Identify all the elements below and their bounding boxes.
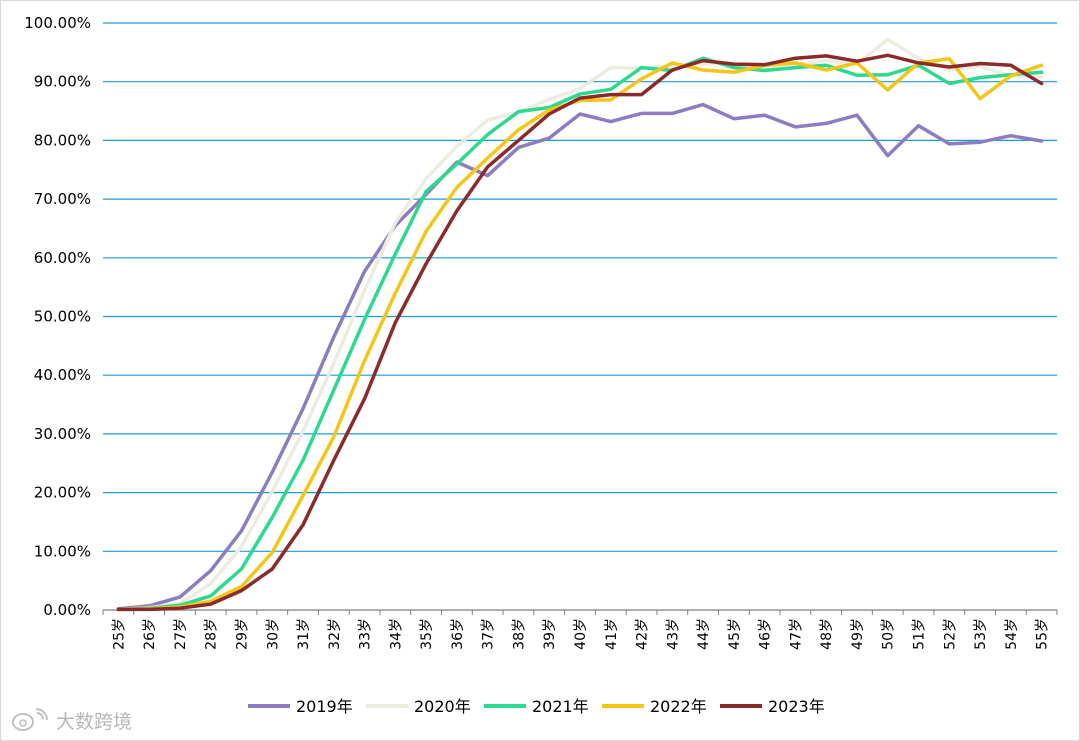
watermark-text: 大数跨境 (56, 710, 133, 733)
legend-label-3: 2021年 (532, 697, 589, 716)
x-tick-label: 34岁 (388, 618, 404, 650)
x-tick-label: 49岁 (850, 618, 866, 650)
x-tick-label: 39岁 (542, 618, 558, 650)
legend-label-5: 2023年 (768, 697, 825, 716)
y-tick-label: 50.00% (34, 308, 91, 326)
x-tick-label: 45岁 (727, 618, 743, 650)
legend-label-4: 2022年 (650, 697, 707, 716)
weibo-logo-icon (12, 708, 48, 731)
y-tick-label: 60.00% (34, 249, 91, 267)
x-tick-label: 30岁 (265, 618, 281, 650)
x-tick-label: 28岁 (204, 618, 220, 650)
x-tick-label: 46岁 (758, 618, 774, 650)
x-tick-label: 44岁 (696, 618, 712, 650)
y-tick-label: 40.00% (34, 366, 91, 384)
x-tick-label: 43岁 (665, 618, 681, 650)
series-line-5 (116, 53, 1044, 612)
y-tick-label: 30.00% (34, 425, 91, 443)
y-tick-label: 100.00% (24, 14, 91, 32)
y-tick-label: 70.00% (34, 190, 91, 208)
x-tick-label: 35岁 (419, 618, 435, 650)
series-line-3 (116, 56, 1044, 612)
x-tick-label: 29岁 (234, 618, 250, 650)
x-tick-label: 47岁 (788, 618, 804, 650)
x-tick-label: 32岁 (327, 618, 343, 650)
y-tick-label: 90.00% (34, 73, 91, 91)
x-tick-label: 27岁 (173, 618, 189, 650)
watermark: 大数跨境 (10, 707, 132, 733)
x-tick-label: 54岁 (1004, 618, 1020, 650)
y-tick-label: 0.00% (43, 601, 91, 619)
legend-label-2: 2020年 (414, 697, 471, 716)
series-line-1 (116, 102, 1044, 611)
x-tick-label: 55岁 (1035, 618, 1051, 650)
legend-label-1: 2019年 (296, 697, 353, 716)
x-tick-label: 37岁 (481, 618, 497, 650)
x-tick-label: 41岁 (604, 618, 620, 650)
x-tick-label: 48岁 (819, 618, 835, 650)
x-tick-label: 26岁 (142, 618, 158, 650)
x-tick-label: 36岁 (450, 618, 466, 650)
x-tick-label: 42岁 (635, 618, 651, 650)
y-tick-label: 20.00% (34, 484, 91, 502)
x-tick-label: 31岁 (296, 618, 312, 650)
x-tick-label: 52岁 (942, 618, 958, 650)
x-tick-label: 53岁 (973, 618, 989, 650)
x-tick-label: 33岁 (358, 618, 374, 650)
x-tick-label: 38岁 (511, 618, 527, 650)
series-line-2 (116, 37, 1044, 612)
x-tick-label: 50岁 (881, 618, 897, 650)
x-tick-label: 51岁 (912, 618, 928, 650)
series-line-4 (116, 57, 1044, 612)
y-tick-label: 80.00% (34, 131, 91, 149)
x-tick-label: 40岁 (573, 618, 589, 650)
y-tick-label: 10.00% (34, 542, 91, 560)
x-tick-label: 25岁 (111, 618, 127, 650)
